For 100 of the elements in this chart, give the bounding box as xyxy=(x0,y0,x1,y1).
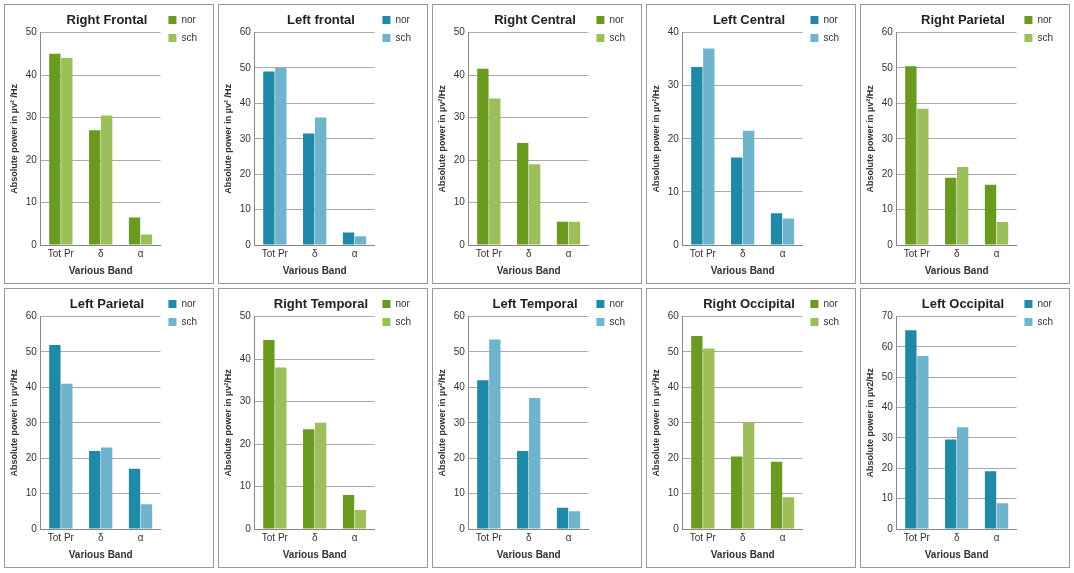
legend-label: nor xyxy=(181,13,197,25)
x-axis-title: Various Band xyxy=(924,264,989,276)
y-axis-title: Absolute power in µv²/Hz xyxy=(650,368,661,477)
x-axis-title: Various Band xyxy=(68,264,133,276)
bar xyxy=(61,58,73,245)
y-tick-label: 40 xyxy=(453,381,466,393)
legend-label: sch xyxy=(823,315,839,327)
y-tick-label: 40 xyxy=(881,97,894,109)
bar xyxy=(568,221,581,245)
x-tick-label: α xyxy=(565,247,572,259)
bar xyxy=(782,218,795,245)
legend-label: sch xyxy=(181,31,197,43)
y-tick-label: 20 xyxy=(239,167,252,179)
legend-label: sch xyxy=(823,31,839,43)
x-tick-label: δ xyxy=(311,247,318,259)
y-axis-title: Absolute power in µv² /Hz xyxy=(222,83,233,194)
legend-label: nor xyxy=(395,13,411,25)
y-tick-label: 20 xyxy=(453,451,466,463)
bar xyxy=(314,422,327,529)
x-axis-title: Various Band xyxy=(282,264,347,276)
x-tick-label: Tot Pr xyxy=(475,247,503,259)
chart-title: Right Frontal xyxy=(66,12,148,28)
legend-label: nor xyxy=(823,13,839,25)
chart-title: Left Parietal xyxy=(69,296,145,312)
y-tick-label: 50 xyxy=(453,345,466,357)
x-axis-title: Various Band xyxy=(496,264,561,276)
chart-title: Left frontal xyxy=(287,12,355,28)
bar xyxy=(128,217,141,245)
bar xyxy=(61,383,73,529)
bar xyxy=(905,330,917,529)
legend-label: sch xyxy=(1037,315,1053,327)
bar xyxy=(49,53,61,245)
bar xyxy=(996,221,1009,245)
chart-title: Right Parietal xyxy=(921,12,1005,28)
y-tick-label: 30 xyxy=(239,395,252,407)
y-tick-label: 0 xyxy=(31,238,38,250)
y-tick-label: 10 xyxy=(881,203,894,215)
y-axis-title: Absolute power in µv² /Hz xyxy=(8,83,19,194)
y-tick-label: 10 xyxy=(667,487,680,499)
y-tick-label: 10 xyxy=(667,185,680,197)
x-tick-label: Tot Pr xyxy=(261,247,289,259)
y-tick-label: 60 xyxy=(239,26,252,38)
x-tick-label: δ xyxy=(953,531,960,543)
bar xyxy=(517,451,529,529)
y-tick-label: 0 xyxy=(887,238,894,250)
bar xyxy=(49,344,61,529)
bar xyxy=(100,115,113,245)
bar xyxy=(984,184,997,245)
x-tick-label: Tot Pr xyxy=(47,531,75,543)
bar xyxy=(917,356,929,529)
x-tick-label: Tot Pr xyxy=(903,247,931,259)
x-tick-label: α xyxy=(993,247,1000,259)
y-tick-label: 30 xyxy=(239,132,252,144)
y-tick-label: 0 xyxy=(673,522,680,534)
x-axis-title: Various Band xyxy=(282,548,347,560)
bar xyxy=(140,504,153,529)
bar xyxy=(342,232,355,245)
x-tick-label: α xyxy=(351,531,358,543)
y-tick-label: 10 xyxy=(453,196,466,208)
bar xyxy=(314,117,327,245)
y-tick-label: 10 xyxy=(453,487,466,499)
bar xyxy=(89,130,101,245)
x-tick-label: α xyxy=(565,531,572,543)
bar xyxy=(782,497,795,529)
y-tick-label: 50 xyxy=(25,26,38,38)
x-tick-label: α xyxy=(779,247,786,259)
bar xyxy=(742,130,755,245)
y-tick-label: 0 xyxy=(673,238,680,250)
y-tick-label: 60 xyxy=(881,340,894,352)
y-tick-label: 30 xyxy=(25,416,38,428)
bar xyxy=(731,456,743,529)
y-tick-label: 30 xyxy=(881,132,894,144)
y-tick-label: 30 xyxy=(453,416,466,428)
y-tick-label: 10 xyxy=(25,196,38,208)
y-axis-title: Absolute power in µv²/Hz xyxy=(8,368,19,477)
y-tick-label: 0 xyxy=(459,522,466,534)
y-tick-label: 50 xyxy=(239,61,252,73)
bar xyxy=(354,509,367,529)
y-tick-label: 10 xyxy=(239,203,252,215)
y-tick-label: 40 xyxy=(25,68,38,80)
y-axis-title: Absolute power in µv²/Hz xyxy=(436,368,447,477)
bar xyxy=(770,213,783,245)
chart-title: Right Central xyxy=(494,12,576,28)
y-tick-label: 40 xyxy=(239,97,252,109)
legend-label: nor xyxy=(1037,13,1053,25)
y-tick-label: 30 xyxy=(667,416,680,428)
chart-title: Left Occipital xyxy=(921,296,1005,312)
y-tick-label: 60 xyxy=(25,310,38,322)
legend-label: nor xyxy=(181,297,197,309)
y-tick-label: 0 xyxy=(245,238,252,250)
x-axis-title: Various Band xyxy=(496,548,561,560)
y-axis-title: Absolute power in µv²/Hz xyxy=(650,84,661,193)
bar xyxy=(742,422,755,529)
y-tick-label: 20 xyxy=(667,451,680,463)
legend-label: sch xyxy=(1037,31,1053,43)
y-tick-label: 20 xyxy=(25,153,38,165)
bar xyxy=(528,398,541,529)
y-tick-label: 10 xyxy=(25,487,38,499)
y-tick-label: 10 xyxy=(239,480,252,492)
y-axis-title: Absolute power in µv2/Hz xyxy=(864,367,875,478)
